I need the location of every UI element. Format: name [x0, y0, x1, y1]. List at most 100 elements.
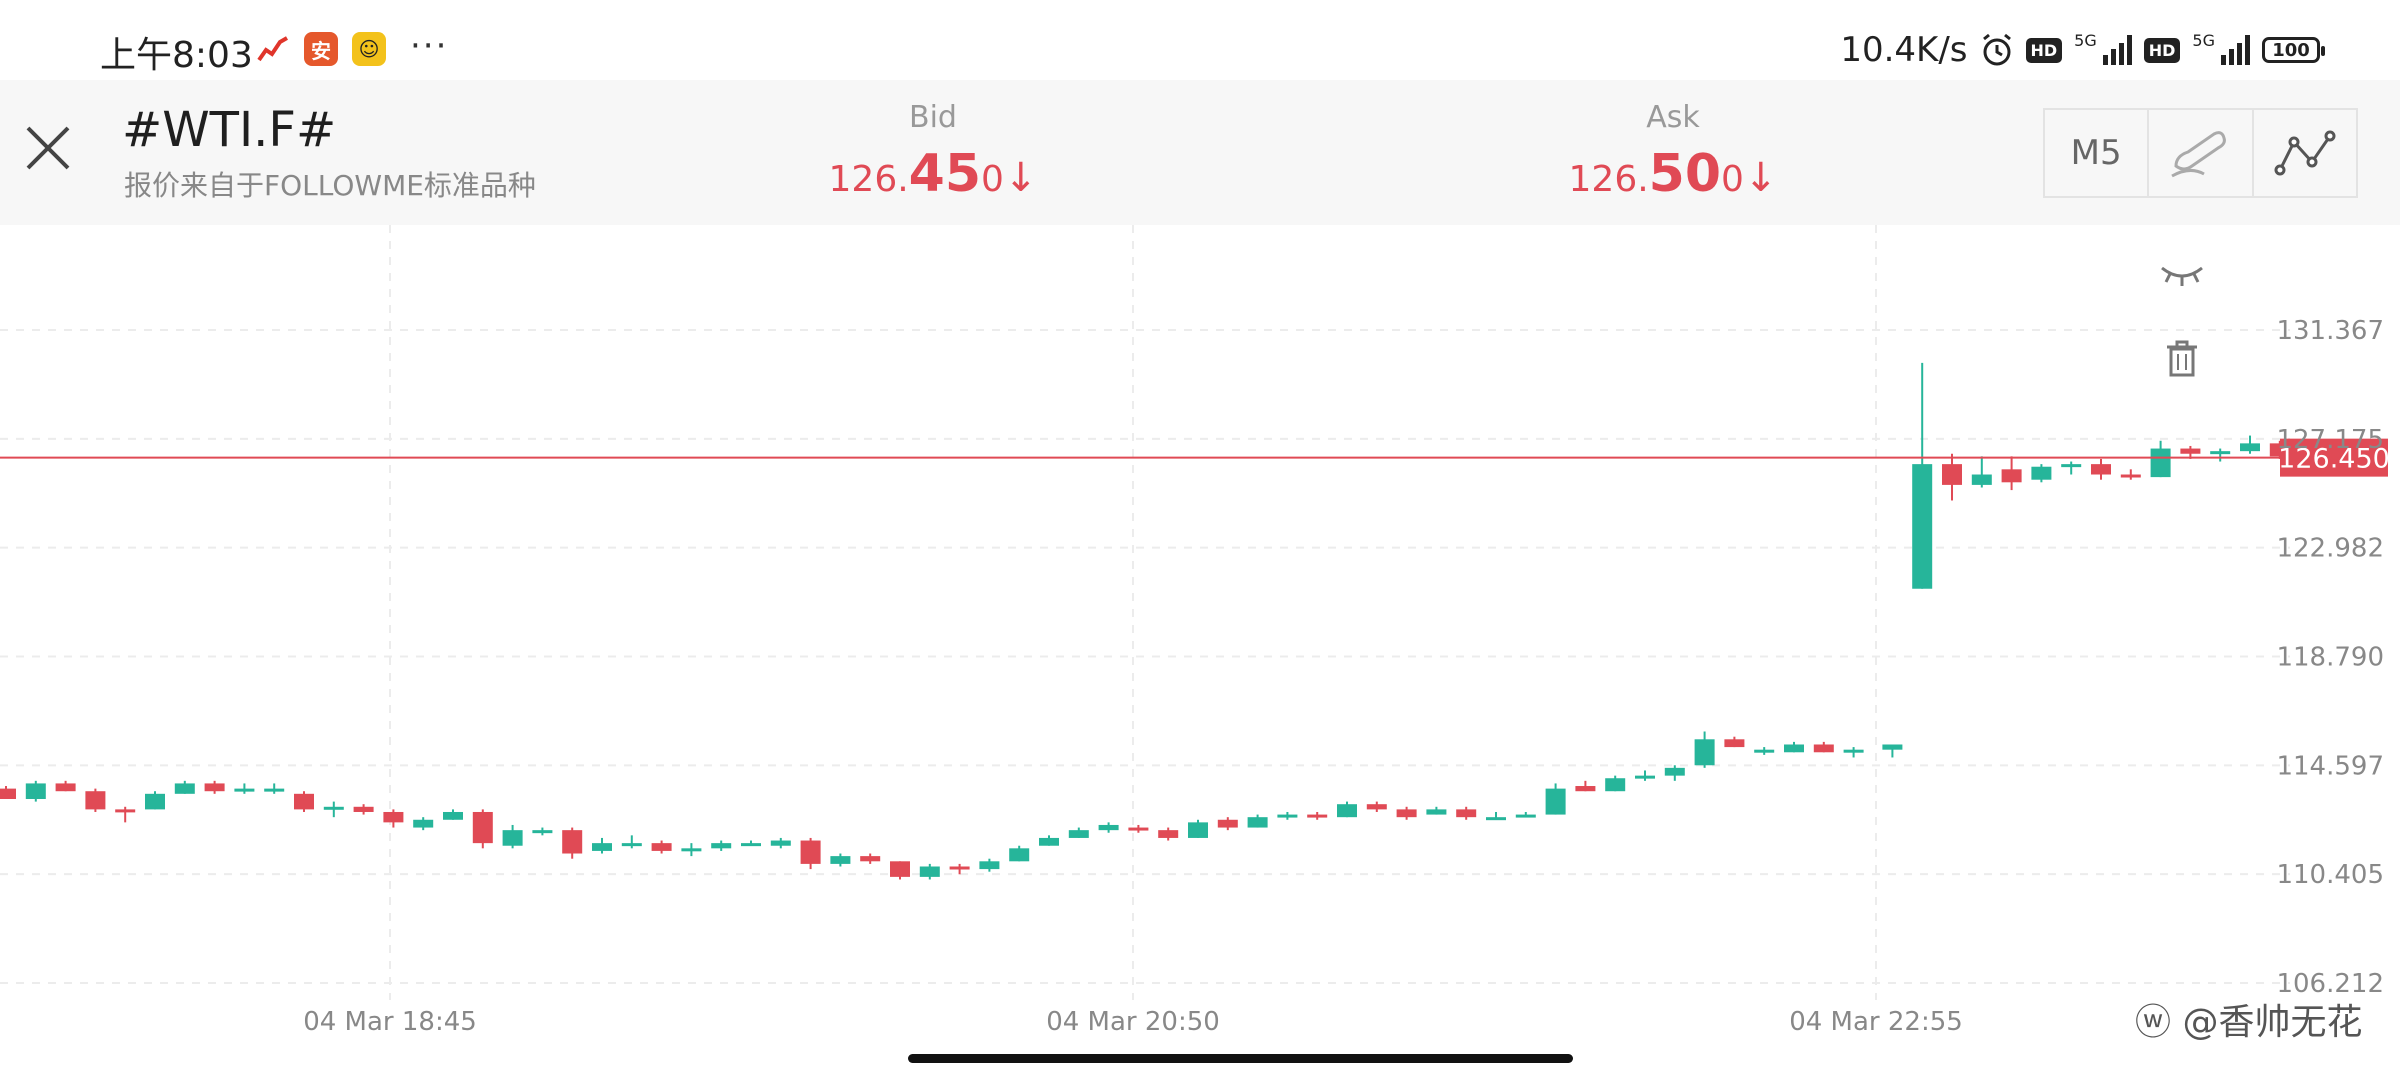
candle	[204, 780, 225, 794]
candle-body	[1912, 464, 1933, 589]
status-more-icon: ···	[410, 26, 449, 66]
candle	[234, 783, 255, 794]
candle	[1694, 731, 1715, 768]
candle	[115, 806, 136, 823]
hide-drawings-icon[interactable]	[2160, 258, 2204, 288]
candle-body	[25, 783, 46, 800]
candle-body	[2210, 451, 2231, 455]
candle-body	[532, 830, 553, 834]
candle-body	[979, 861, 1000, 870]
candle	[1635, 770, 1655, 781]
y-tick-label: 106.212	[2276, 969, 2384, 999]
status-time: 上午8:03	[100, 35, 253, 76]
net-speed: 10.4K/s	[1840, 30, 1968, 70]
candle-body	[1217, 819, 1238, 828]
ask-prefix: 126.	[1568, 159, 1649, 200]
draw-tool-button[interactable]	[2149, 110, 2254, 196]
candle-body	[1188, 822, 1208, 838]
candle	[860, 853, 881, 864]
candle	[1754, 747, 1775, 755]
candle-body	[1456, 809, 1477, 818]
candle-body	[294, 793, 314, 810]
candle	[85, 788, 106, 812]
candle	[1217, 817, 1238, 831]
candle	[1366, 801, 1387, 812]
bid-price: 126.450↓	[783, 144, 1083, 204]
y-tick-label: 118.790	[2276, 643, 2384, 673]
candle-body	[860, 856, 881, 862]
candle	[2120, 469, 2141, 480]
candle-body	[562, 830, 583, 854]
candle	[1813, 741, 1834, 753]
candle-body	[1635, 775, 1655, 779]
ask-down-arrow-icon: ↓	[1743, 155, 1778, 201]
candle-body	[1396, 809, 1417, 818]
bid-suffix: 0	[981, 159, 1004, 200]
x-tick-label: 04 Mar 22:55	[1789, 1007, 1963, 1037]
candle-body	[1754, 749, 1775, 753]
network-type: 5G	[2074, 30, 2097, 50]
candle-body	[1366, 804, 1387, 810]
indicator-button[interactable]	[2254, 110, 2356, 196]
candle	[1605, 775, 1626, 792]
candle	[979, 858, 1000, 872]
candle-body	[1515, 814, 1536, 818]
candle-body	[0, 788, 16, 800]
hd-badge-2: HD	[2143, 37, 2181, 63]
candle	[413, 817, 434, 831]
candle	[174, 780, 195, 794]
candle-body	[592, 843, 612, 851]
battery-icon: 100	[2262, 37, 2325, 63]
ask-suffix: 0	[1721, 159, 1744, 200]
timeframe-button[interactable]: M5	[2045, 110, 2150, 196]
candle	[1882, 744, 1903, 758]
candle-body	[264, 788, 285, 792]
candle	[2091, 458, 2111, 480]
candle-body	[681, 848, 702, 852]
candle	[294, 791, 314, 812]
candle	[592, 837, 612, 854]
candle	[1009, 845, 1030, 862]
candle-body	[55, 783, 76, 792]
yellow-app-icon: ☺	[352, 32, 386, 66]
ask-price: 126.500↓	[1523, 144, 1823, 204]
candle	[0, 786, 16, 800]
candle	[770, 837, 791, 849]
bid-down-arrow-icon: ↓	[1003, 155, 1038, 201]
candle-body	[741, 843, 761, 847]
candle	[1515, 811, 1536, 818]
candle	[1912, 362, 1933, 589]
candle	[1337, 801, 1357, 818]
candle	[1545, 783, 1566, 815]
candle-body	[472, 811, 493, 844]
candle	[353, 804, 374, 815]
candle-body	[890, 861, 910, 877]
weibo-watermark: ⓦ @香帅无花	[2135, 1002, 2363, 1043]
candle-body	[651, 843, 672, 851]
trash-icon[interactable]	[2165, 340, 2199, 378]
candlestick-chart[interactable]: 126.450 131.367 127.175 122.982 118.790 114.…	[0, 225, 2400, 1050]
bid-label: Bid	[909, 100, 957, 135]
candle	[2150, 440, 2171, 478]
candle	[1277, 811, 1298, 820]
candle-body	[383, 811, 404, 823]
candle-body	[1843, 749, 1864, 753]
x-tick-label: 04 Mar 20:50	[1046, 1007, 1220, 1037]
candle-body	[800, 840, 821, 864]
bid-prefix: 126.	[828, 159, 909, 200]
candle	[443, 809, 463, 820]
status-bar: 上午8:03 安 ☺ ··· 10.4K/s HD 5G HD 5G 100	[0, 0, 2400, 80]
candle	[1724, 736, 1745, 748]
home-indicator[interactable]	[908, 1054, 1573, 1063]
candle-body	[1971, 474, 1992, 485]
candle-body	[770, 840, 791, 846]
candle	[1188, 819, 1208, 838]
candle	[919, 863, 940, 880]
candle	[681, 843, 702, 857]
candle	[1426, 806, 1447, 815]
candle-body	[621, 843, 642, 847]
candle	[1158, 827, 1179, 841]
candle	[1486, 811, 1506, 821]
close-icon[interactable]	[20, 120, 76, 176]
candle-body	[2091, 464, 2111, 475]
